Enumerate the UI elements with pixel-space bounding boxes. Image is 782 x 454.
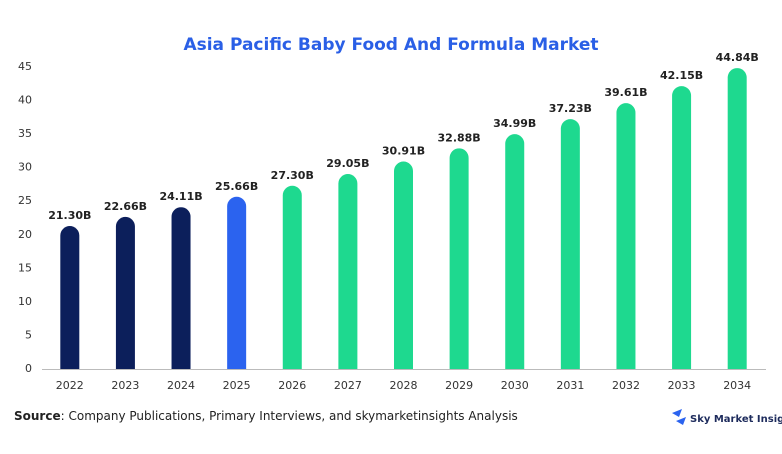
bar: [449, 148, 469, 369]
bar: [394, 161, 414, 369]
bar: [60, 226, 80, 369]
x-tick-label: 2029: [445, 379, 473, 392]
x-tick-label: 2030: [501, 379, 529, 392]
y-tick-label: 0: [25, 362, 32, 375]
bar: [672, 86, 692, 370]
x-tick-label: 2022: [56, 379, 84, 392]
x-tick-label: 2033: [668, 379, 696, 392]
y-tick-label: 15: [18, 261, 32, 274]
chart-title: Asia Pacific Baby Food And Formula Marke…: [183, 35, 598, 55]
y-tick-label: 45: [18, 60, 32, 73]
y-tick-label: 30: [18, 161, 32, 174]
value-label: 27.30B: [271, 169, 314, 182]
x-tick-label: 2023: [111, 379, 139, 392]
bar: [616, 103, 636, 370]
bar: [115, 216, 135, 369]
bar: [560, 119, 580, 369]
x-tick-label: 2031: [556, 379, 584, 392]
x-tick-label: 2032: [612, 379, 640, 392]
source-label: Source: [14, 409, 61, 423]
x-tick-label: 2028: [390, 379, 418, 392]
bar: [727, 68, 747, 369]
x-tick-label: 2034: [723, 379, 751, 392]
value-label: 24.11B: [159, 190, 202, 203]
value-label: 44.84B: [716, 51, 759, 64]
source-text: : Company Publications, Primary Intervie…: [61, 409, 518, 423]
source: Source: Company Publications, Primary In…: [14, 409, 518, 423]
y-tick-label: 35: [18, 127, 32, 140]
bar: [282, 185, 302, 369]
value-label: 42.15B: [660, 69, 703, 82]
bar: [338, 174, 358, 369]
bar: [227, 196, 247, 369]
value-label: 22.66B: [104, 200, 147, 213]
value-label: 30.91B: [382, 145, 425, 158]
x-tick-label: 2026: [278, 379, 306, 392]
logo-icon: [672, 409, 686, 425]
x-tick-label: 2024: [167, 379, 195, 392]
value-label: 34.99B: [493, 117, 536, 130]
y-tick-label: 20: [18, 228, 32, 241]
value-label: 25.66B: [215, 180, 258, 193]
value-label: 39.61B: [604, 86, 647, 99]
value-label: 21.30B: [48, 209, 91, 222]
x-tick-label: 2025: [223, 379, 251, 392]
value-label: 32.88B: [438, 131, 481, 144]
y-tick-label: 40: [18, 94, 32, 107]
y-tick-label: 10: [18, 295, 32, 308]
bar: [171, 207, 191, 369]
value-label: 29.05B: [326, 157, 369, 170]
logo-text: Sky Market Insights: [690, 414, 782, 425]
x-tick-label: 2027: [334, 379, 362, 392]
y-tick-label: 5: [25, 328, 32, 341]
bar: [505, 134, 525, 369]
value-label: 37.23B: [549, 102, 592, 115]
y-tick-label: 25: [18, 194, 32, 207]
